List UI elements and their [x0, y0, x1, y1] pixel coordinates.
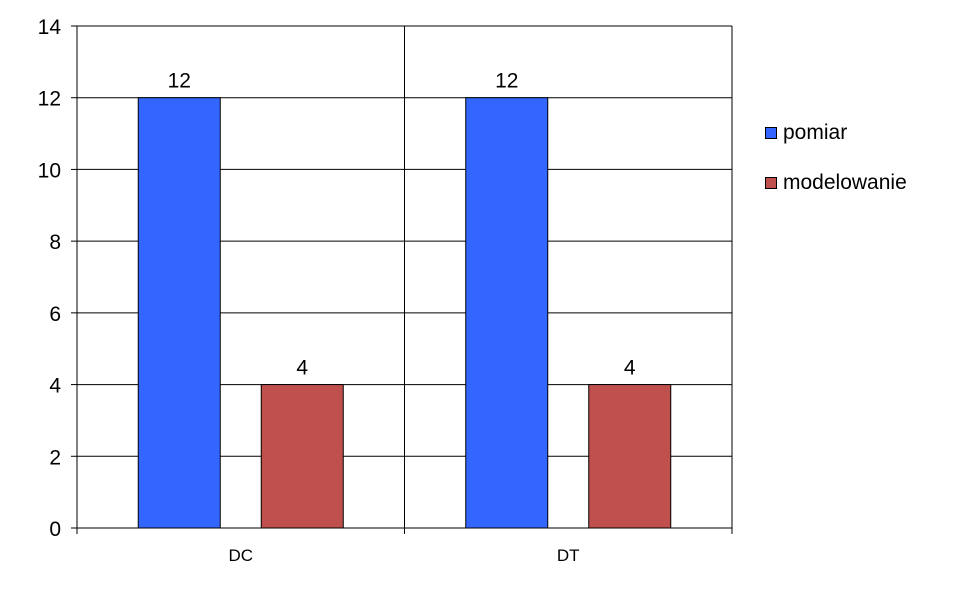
legend-swatch-pomiar [765, 127, 777, 139]
legend-swatch-modelowanie [765, 177, 777, 189]
y-tick-label-14: 14 [38, 16, 62, 39]
y-tick-label-0: 0 [49, 518, 61, 541]
legend-label-modelowanie: modelowanie [783, 171, 907, 194]
data-label-pomiar-DC: 12 [168, 70, 191, 93]
y-tick-label-2: 2 [49, 446, 61, 469]
x-tick-label-DT: DT [557, 546, 580, 565]
x-tick-label-DC: DC [228, 546, 253, 565]
data-label-modelowanie-DT: 4 [624, 357, 636, 380]
bar-modelowanie-DC [260, 384, 344, 529]
y-tick-label-6: 6 [49, 303, 61, 326]
legend-item-modelowanie: modelowanie [765, 170, 907, 196]
data-label-pomiar-DT: 12 [495, 70, 518, 93]
y-tick-label-10: 10 [38, 159, 61, 182]
bar-pomiar-DC [137, 97, 221, 529]
legend: pomiar modelowanie [765, 120, 907, 220]
bar-pomiar-DT [465, 97, 549, 529]
y-tick-label-4: 4 [49, 375, 61, 398]
y-tick-label-12: 12 [38, 88, 61, 111]
data-label-modelowanie-DC: 4 [296, 357, 308, 380]
bar-modelowanie-DT [588, 384, 672, 529]
y-tick-label-8: 8 [49, 231, 61, 254]
legend-item-pomiar: pomiar [765, 120, 907, 146]
legend-label-pomiar: pomiar [783, 121, 848, 144]
